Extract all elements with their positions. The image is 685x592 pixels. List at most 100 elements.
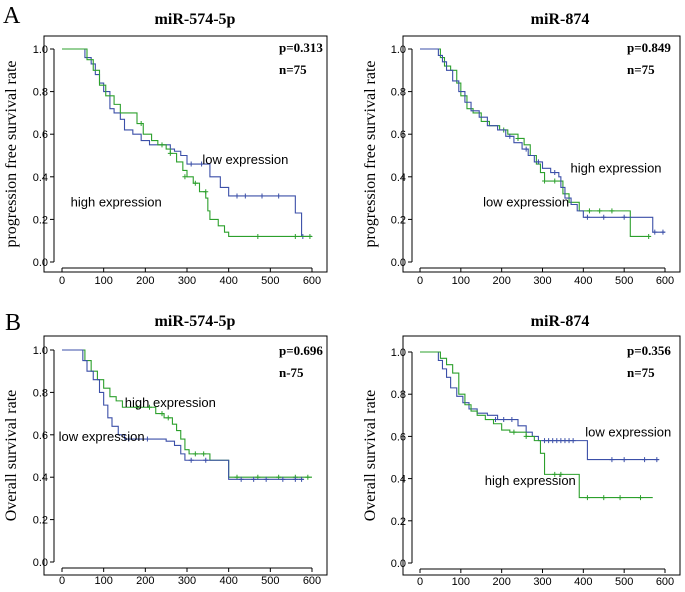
chart-3-series-high-expression-censor-mark	[134, 404, 140, 410]
chart-1-series-high-expression-label: high expression	[71, 195, 162, 210]
chart-1-title: miR-574-5p	[155, 11, 236, 28]
chart-1-x-tick-label: 100	[94, 275, 112, 287]
chart-2-series-high-expression-censor-mark	[597, 208, 603, 214]
chart-4-series-high-expression-censor-mark	[584, 495, 590, 501]
chart-1-series-low-expression-censor-mark	[242, 193, 248, 199]
chart-3-x-tick-label: 500	[261, 575, 279, 587]
chart-1-series-low-expression-line	[62, 48, 312, 237]
chart-4-series-low-expression-label: low expression	[585, 424, 671, 439]
chart-2-series-high-expression-censor-mark	[609, 208, 615, 214]
chart-2-series-low-expression-label: low expression	[483, 195, 569, 210]
chart-2-series-low-expression-censor-mark	[652, 229, 658, 235]
chart-4-x-tick-label: 400	[574, 576, 592, 588]
chart-2-x-tick-label: 200	[492, 275, 510, 287]
chart-3-series-low-expression-censor-mark	[251, 476, 257, 482]
chart-3-x-tick-label: 200	[136, 575, 154, 587]
chart-2-title: miR-874	[531, 11, 590, 28]
chart-4-y-tick-label: 0.8	[391, 389, 406, 401]
chart-4-y-tick-label: 1.0	[391, 347, 406, 359]
chart-3-ylabel: Overall survival rate	[3, 390, 20, 522]
chart-4-series-high-expression-censor-mark	[601, 495, 607, 501]
chart-3-x-tick-label: 400	[219, 575, 237, 587]
chart-3-series-low-expression-censor-mark	[299, 476, 305, 482]
chart-3-series-low-expression-censor-mark	[203, 457, 209, 463]
chart-4-series-high-expression-censor-mark	[552, 471, 558, 477]
chart-3-stat-1: p=0.696	[279, 343, 323, 358]
chart-3-y-tick-label: 0.4	[33, 472, 48, 484]
chart-1-y-tick-label: 0.4	[33, 172, 48, 184]
chart-3-series-low-expression-censor-mark	[144, 436, 150, 442]
chart-1-series-high-expression-line	[62, 48, 312, 237]
chart-1-series-low-expression-censor-mark	[259, 193, 265, 199]
chart-4-series-high-expression-label: high expression	[485, 473, 576, 488]
chart-3-series-low-expression-censor-mark	[188, 457, 194, 463]
chart-4-y-tick-label: 0.4	[391, 474, 406, 486]
chart-1-x-tick-label: 300	[178, 275, 196, 287]
chart-2-series-high-expression-censor-mark	[542, 178, 548, 184]
chart-3-series-high-expression-censor-mark	[305, 474, 311, 480]
chart-4-series-low-expression-censor-mark	[642, 457, 648, 463]
chart-1-y-tick-label: 0.6	[33, 129, 48, 141]
chart-1-series-high-expression-censor-mark	[255, 233, 261, 239]
chart-3-y-tick-label: 0.0	[33, 557, 48, 569]
chart-4-x-tick-label: 300	[533, 576, 551, 588]
chart-3-frame	[43, 335, 328, 576]
chart-1-ylabel: progression free survival rate	[3, 60, 20, 247]
chart-4-series-high-expression-censor-mark	[558, 471, 564, 477]
chart-2-x-tick-label: 500	[615, 275, 633, 287]
chart-1-series-high-expression-censor-mark	[192, 180, 198, 186]
chart-1-series-high-expression-censor-mark	[159, 142, 165, 148]
chart-4-frame	[402, 335, 681, 576]
chart-4-series-high-expression-censor-mark	[617, 495, 623, 501]
chart-1-series-high-expression-censor-mark	[182, 174, 188, 180]
chart-2-stat-1: p=0.849	[627, 40, 671, 55]
chart-2-series-high-expression-label: high expression	[570, 161, 661, 176]
chart-1-y-tick-label: 0.0	[33, 257, 48, 269]
chart-1-frame	[43, 35, 328, 273]
chart-3-series-low-expression-censor-mark	[238, 476, 244, 482]
chart-4-series-high-expression-censor-mark	[511, 429, 517, 435]
chart-3-series-high-expression-censor-mark	[201, 451, 207, 457]
chart-2-series-low-expression-censor-mark	[523, 146, 529, 152]
chart-1-x-tick-label: 400	[219, 275, 237, 287]
chart-4-series-low-expression-censor-mark	[509, 417, 515, 423]
chart-4-series-low-expression-censor-mark	[654, 457, 660, 463]
chart-4-stat-1: p=0.356	[627, 343, 671, 358]
chart-4-y-tick-label: 0.6	[391, 431, 406, 443]
chart-3-y-tick-label: 1.0	[33, 345, 48, 357]
chart-2-series-low-expression-line	[420, 48, 665, 233]
chart-1-x-tick-label: 0	[59, 275, 65, 287]
chart-4-series-low-expression-censor-mark	[501, 417, 507, 423]
chart-1-stat-2: n=75	[279, 62, 307, 77]
chart-2-series-high-expression-censor-mark	[515, 135, 521, 141]
chart-2-y-tick-label: 0.4	[391, 172, 406, 184]
chart-4-x-tick-label: 200	[492, 576, 510, 588]
chart-1-x-tick-label: 600	[303, 275, 321, 287]
chart-2-series-low-expression-censor-mark	[552, 170, 558, 176]
chart-2-series-low-expression-censor-mark	[535, 159, 541, 165]
chart-1-series-high-expression-censor-mark	[292, 233, 298, 239]
chart-1-y-tick-label: 0.8	[33, 87, 48, 99]
chart-1-series-high-expression-censor-mark	[203, 189, 209, 195]
chart-2-series-low-expression-censor-mark	[601, 214, 607, 220]
chart-1-series-high-expression-censor-mark	[138, 121, 144, 127]
chart-2-x-tick-label: 100	[452, 275, 470, 287]
chart-3-y-tick-label: 0.6	[33, 430, 48, 442]
chart-1-series-high-expression-censor-mark	[167, 150, 173, 156]
chart-3-x-tick-label: 600	[303, 575, 321, 587]
chart-2-y-tick-label: 1.0	[391, 44, 406, 56]
chart-1-stat-1: p=0.313	[279, 40, 323, 55]
panel-letter-a: A	[3, 3, 21, 29]
chart-2-y-tick-label: 0.0	[391, 257, 406, 269]
chart-4-series-low-expression-censor-mark	[621, 457, 627, 463]
chart-2-series-low-expression-censor-mark	[660, 229, 666, 235]
chart-4-ylabel: Overall survival rate	[362, 390, 379, 522]
chart-2-frame	[402, 35, 681, 273]
chart-3-series-high-expression-censor-mark	[147, 404, 152, 410]
chart-3-x-tick-label: 100	[94, 575, 112, 587]
chart-3-series-low-expression-censor-mark	[292, 476, 298, 482]
chart-4-x-tick-label: 0	[417, 576, 423, 588]
chart-4-x-tick-label: 500	[615, 576, 633, 588]
chart-1-series-low-expression-censor-mark	[234, 193, 240, 199]
